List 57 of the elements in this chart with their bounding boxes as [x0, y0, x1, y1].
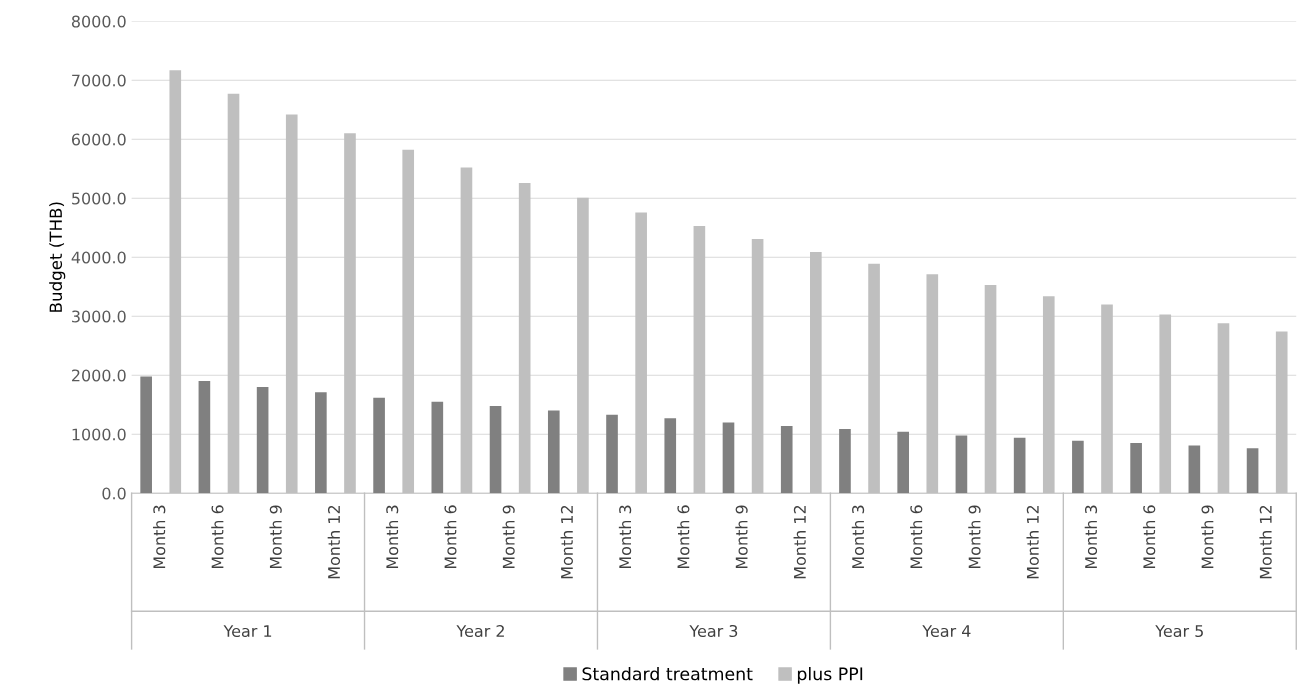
- x-tick-label: Month 12: [793, 505, 806, 579]
- x-tick-label: Month 6: [910, 505, 923, 569]
- y-tick-label: 5000.0: [72, 192, 126, 205]
- bar: [664, 418, 677, 494]
- bar: [198, 381, 211, 494]
- text: Year 1: [223, 625, 272, 638]
- y-tick-label: 6000.0: [71, 133, 126, 146]
- bar: [780, 425, 793, 494]
- bar: [489, 405, 502, 494]
- bar: [1072, 440, 1084, 494]
- y-tick-label: 7000.0: [72, 74, 126, 87]
- y-tick-label: 2000.0: [72, 369, 126, 382]
- x-tick-label: Month 9: [269, 505, 282, 569]
- x-tick-label: Month 6: [211, 505, 224, 569]
- x-tick-label: Month 6: [444, 505, 457, 569]
- bar: [256, 387, 269, 494]
- text: Year 4: [922, 625, 971, 638]
- bar: [1130, 443, 1142, 494]
- x-tick-label: Month 9: [735, 505, 748, 569]
- bar: [373, 397, 385, 494]
- y-tick-label: 0.0: [102, 487, 126, 500]
- legend-label: Standard treatment: [582, 666, 753, 681]
- x-tick-label: Month 3: [1084, 505, 1098, 569]
- x-tick-label: Month 12: [327, 505, 341, 579]
- bar: [955, 435, 968, 494]
- text: Year 3: [689, 624, 738, 638]
- x-tick-label: Month 6: [677, 505, 690, 569]
- x-tick-label: Month 3: [618, 505, 632, 569]
- x-tick-label: Month 12: [1026, 505, 1039, 579]
- text: Year 5: [1155, 625, 1203, 638]
- x-tick-label: Month 3: [385, 505, 399, 569]
- bar: [1246, 448, 1259, 494]
- y-tick-label: 1000.0: [72, 428, 126, 441]
- x-tick-label: Month 6: [1142, 505, 1156, 569]
- x-tick-label: Month 3: [152, 505, 166, 569]
- x-tick-label: Month 12: [1259, 505, 1272, 579]
- bar: [606, 414, 618, 494]
- bar: [1013, 437, 1026, 494]
- bar: [897, 431, 910, 494]
- x-tick-label: Month 3: [851, 505, 865, 569]
- bar: [839, 428, 851, 494]
- x-tick-label: Month 9: [968, 505, 981, 569]
- text: Year 2: [456, 624, 504, 638]
- y-tick-label: 4000.0: [71, 251, 126, 264]
- y-tick-label: 8000.0: [71, 15, 126, 28]
- bar: [431, 401, 444, 494]
- x-tick-label: Month 9: [502, 505, 515, 569]
- y-tick-label: 3000.0: [72, 310, 126, 323]
- bar: [722, 422, 735, 494]
- legend-label: plus PPI: [797, 666, 863, 684]
- bar: [140, 376, 152, 494]
- y-axis-title: Budget (THB): [49, 202, 66, 312]
- bar: [1188, 445, 1201, 494]
- bar: [315, 392, 327, 494]
- x-tick-label: Month 12: [560, 505, 573, 579]
- bar: [547, 410, 560, 494]
- x-tick-label: Month 9: [1201, 505, 1214, 569]
